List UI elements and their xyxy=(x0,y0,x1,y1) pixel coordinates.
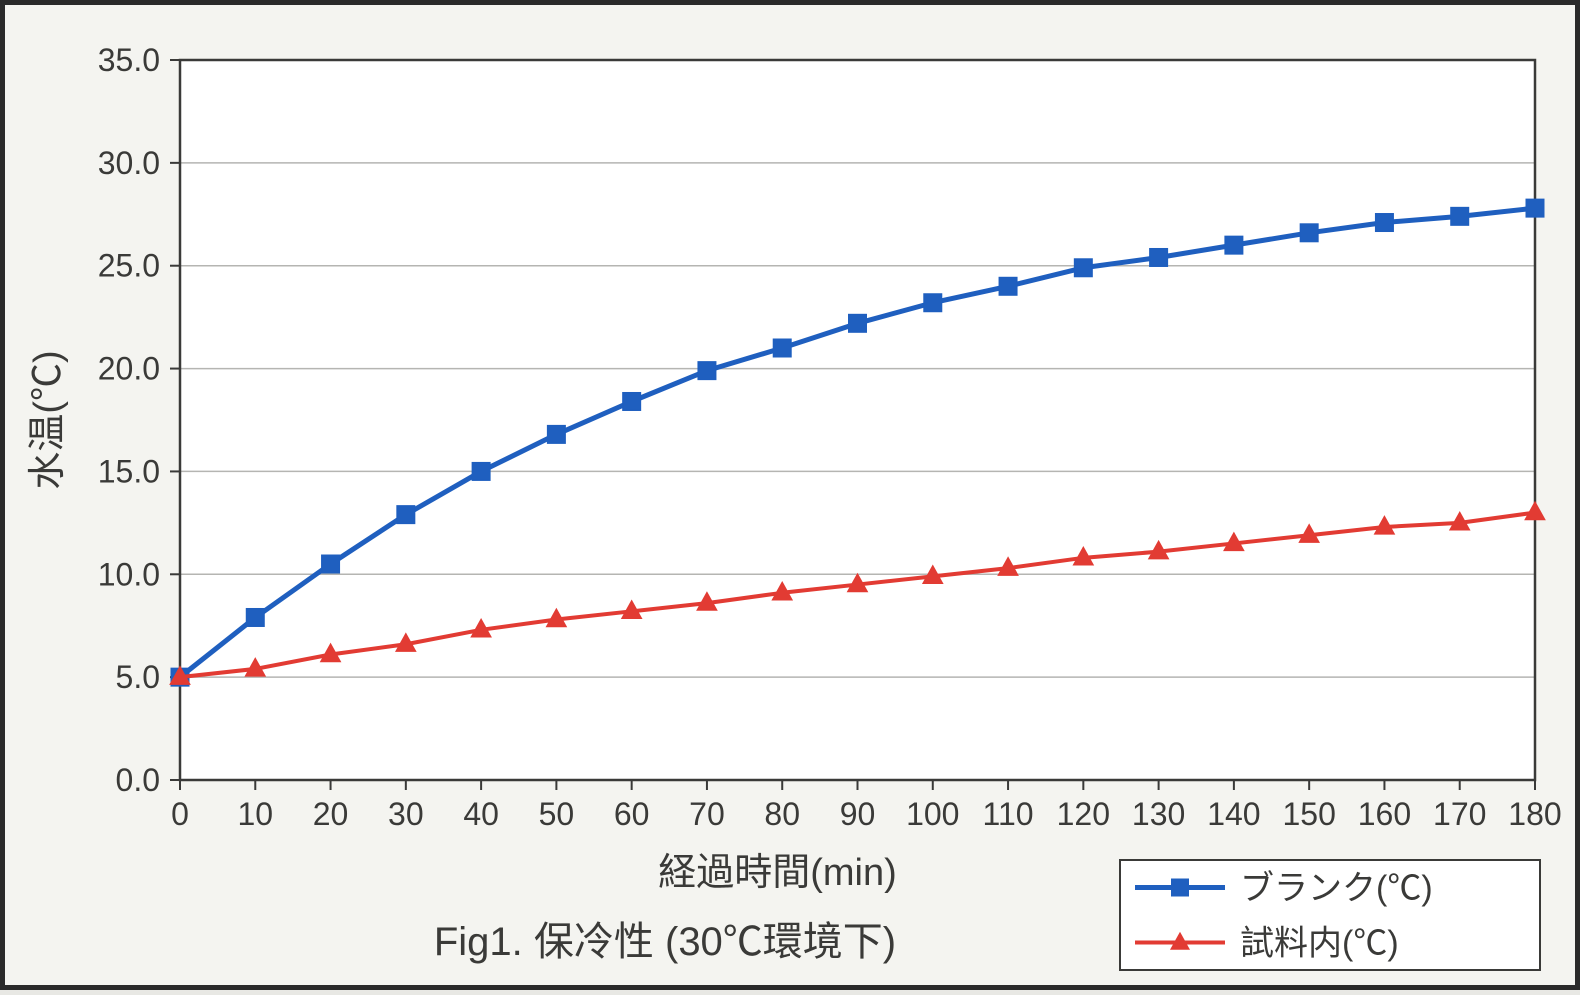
series-marker-0 xyxy=(397,506,415,524)
series-marker-0 xyxy=(924,294,942,312)
chart-frame: 0.0 5.0 10.0 15.0 20.0 25.0 30.0 35.0 0 10 20 30 40 5… xyxy=(0,0,1580,990)
xtick-label: 140 xyxy=(1207,796,1260,832)
x-axis-title: 経過時間(min) xyxy=(658,852,897,894)
xtick-label: 50 xyxy=(539,796,575,832)
xtick-label: 180 xyxy=(1508,796,1561,832)
xtick-label: 10 xyxy=(237,796,273,832)
xtick-label: 170 xyxy=(1433,796,1486,832)
series-marker-0 xyxy=(773,339,791,357)
xtick-label: 80 xyxy=(764,796,800,832)
series-marker-0 xyxy=(623,392,641,410)
series-marker-0 xyxy=(1526,199,1544,217)
ytick-label: 15.0 xyxy=(98,453,160,489)
xtick-label: 0 xyxy=(171,796,189,832)
ytick-label: 0.0 xyxy=(116,762,160,798)
series-marker-0 xyxy=(472,462,490,480)
xtick-label: 150 xyxy=(1282,796,1335,832)
ytick-label: 30.0 xyxy=(98,145,160,181)
series-marker-0 xyxy=(1451,207,1469,225)
series-marker-0 xyxy=(1300,224,1318,242)
series-marker-0 xyxy=(1225,236,1243,254)
series-marker-0 xyxy=(698,362,716,380)
series-marker-0 xyxy=(1375,214,1393,232)
xtick-label: 70 xyxy=(689,796,725,832)
plot-area xyxy=(180,60,1535,780)
xtick-label: 110 xyxy=(983,796,1034,832)
ytick-label: 35.0 xyxy=(98,42,160,78)
chart-container: 0.0 5.0 10.0 15.0 20.0 25.0 30.0 35.0 0 10 20 30 40 5… xyxy=(5,5,1575,985)
xtick-label: 90 xyxy=(840,796,876,832)
xtick-label: 130 xyxy=(1132,796,1185,832)
series-marker-0 xyxy=(246,608,264,626)
xtick-label: 120 xyxy=(1057,796,1110,832)
series-marker-0 xyxy=(849,314,867,332)
xtick-label: 100 xyxy=(906,796,959,832)
y-axis-title: 水温(℃) xyxy=(27,350,69,489)
xtick-label: 160 xyxy=(1358,796,1411,832)
ytick-label: 25.0 xyxy=(98,248,160,284)
ytick-label: 10.0 xyxy=(98,556,160,592)
legend-label-1: 試料内(℃) xyxy=(1240,925,1399,963)
series-marker-0 xyxy=(999,277,1017,295)
xtick-label: 30 xyxy=(388,796,424,832)
series-marker-0 xyxy=(1074,259,1092,277)
ytick-label: 20.0 xyxy=(98,351,160,387)
line-chart: 0.0 5.0 10.0 15.0 20.0 25.0 30.0 35.0 0 10 20 30 40 5… xyxy=(5,5,1580,995)
xtick-label: 20 xyxy=(313,796,349,832)
xtick-label: 40 xyxy=(463,796,499,832)
xtick-label: 60 xyxy=(614,796,650,832)
ytick-label: 5.0 xyxy=(116,659,160,695)
series-marker-0 xyxy=(322,555,340,573)
figure-title: Fig1. 保冷性 (30℃環境下) xyxy=(434,920,896,964)
series-marker-0 xyxy=(1150,248,1168,266)
legend-marker-0 xyxy=(1171,879,1189,897)
legend-label-0: ブランク(℃) xyxy=(1240,870,1433,908)
series-marker-0 xyxy=(547,425,565,443)
